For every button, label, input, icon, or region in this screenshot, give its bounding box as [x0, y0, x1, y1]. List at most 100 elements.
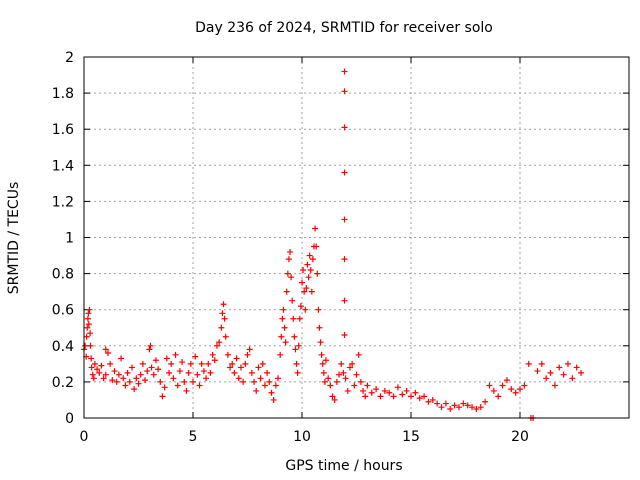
- data-point: [336, 371, 343, 378]
- data-point: [451, 402, 458, 409]
- data-point: [301, 288, 308, 295]
- data-point: [102, 346, 109, 353]
- data-point: [495, 393, 502, 400]
- data-point: [109, 377, 116, 384]
- data-point: [179, 359, 186, 366]
- data-point: [146, 346, 153, 353]
- data-point: [222, 333, 229, 340]
- data-point: [362, 393, 369, 400]
- data-point: [96, 369, 103, 376]
- data-point: [314, 270, 321, 277]
- data-point: [85, 310, 92, 317]
- data-point: [161, 384, 168, 391]
- data-point: [331, 396, 338, 403]
- data-point: [341, 297, 348, 304]
- data-point: [403, 387, 410, 394]
- data-point: [317, 339, 324, 346]
- data-point: [170, 375, 177, 382]
- data-point: [534, 368, 541, 375]
- data-point: [351, 382, 358, 389]
- data-point: [333, 378, 340, 385]
- data-point: [163, 355, 170, 362]
- data-point: [246, 346, 253, 353]
- data-point: [131, 386, 138, 393]
- data-point: [159, 393, 166, 400]
- data-point: [152, 357, 159, 364]
- x-tick-label: 0: [80, 429, 89, 445]
- data-point: [94, 366, 101, 373]
- data-point: [556, 364, 563, 371]
- grid-lines: [84, 57, 629, 418]
- data-point: [90, 375, 97, 382]
- data-point: [84, 315, 91, 322]
- data-point: [209, 351, 216, 358]
- data-point: [268, 389, 275, 396]
- data-point: [135, 380, 142, 387]
- data-point: [231, 369, 238, 376]
- data-point: [291, 333, 298, 340]
- data-point: [89, 371, 96, 378]
- data-point: [551, 382, 558, 389]
- data-point: [381, 387, 388, 394]
- data-point: [455, 404, 462, 411]
- data-point: [394, 384, 401, 391]
- data-point: [282, 339, 289, 346]
- data-point: [503, 377, 510, 384]
- data-point: [88, 355, 95, 362]
- data-point: [203, 375, 210, 382]
- data-point: [547, 369, 554, 376]
- data-point: [277, 351, 284, 358]
- data-point: [229, 360, 236, 367]
- data-point: [86, 306, 93, 313]
- data-point: [325, 375, 332, 382]
- data-point: [104, 350, 111, 357]
- data-point: [219, 310, 226, 317]
- data-point: [155, 366, 162, 373]
- data-point: [100, 375, 107, 382]
- data-point: [296, 315, 303, 322]
- data-point: [144, 368, 151, 375]
- data-point: [302, 306, 309, 313]
- data-point: [521, 382, 528, 389]
- data-points: [81, 68, 585, 421]
- data-point: [213, 342, 220, 349]
- data-point: [425, 398, 432, 405]
- data-point: [126, 378, 133, 385]
- data-point: [102, 371, 109, 378]
- data-point: [272, 382, 279, 389]
- data-point: [319, 360, 326, 367]
- data-point: [560, 371, 567, 378]
- data-point: [442, 400, 449, 407]
- data-point: [166, 369, 173, 376]
- data-point: [287, 248, 294, 255]
- data-point: [150, 371, 157, 378]
- data-point: [87, 330, 94, 337]
- data-point: [297, 303, 304, 310]
- data-point: [508, 386, 515, 393]
- data-point: [288, 274, 295, 281]
- data-point: [257, 375, 264, 382]
- y-tick-label: 2: [65, 50, 74, 66]
- data-point: [346, 364, 353, 371]
- data-point: [290, 315, 297, 322]
- data-point: [434, 400, 441, 407]
- data-point: [196, 382, 203, 389]
- data-point: [270, 396, 277, 403]
- data-point: [438, 404, 445, 411]
- data-point: [281, 324, 288, 331]
- data-point: [190, 378, 196, 385]
- y-axis-label: SRMTID / TECUs: [6, 182, 22, 295]
- data-point: [284, 270, 291, 277]
- data-point: [429, 396, 436, 403]
- data-point: [174, 382, 181, 389]
- data-point: [341, 124, 348, 131]
- data-point: [305, 274, 312, 281]
- data-point: [157, 378, 164, 385]
- data-point: [342, 375, 349, 382]
- data-point: [211, 357, 218, 364]
- data-point: [416, 395, 423, 402]
- data-point: [279, 315, 286, 322]
- data-point: [300, 266, 307, 273]
- data-point: [122, 382, 129, 389]
